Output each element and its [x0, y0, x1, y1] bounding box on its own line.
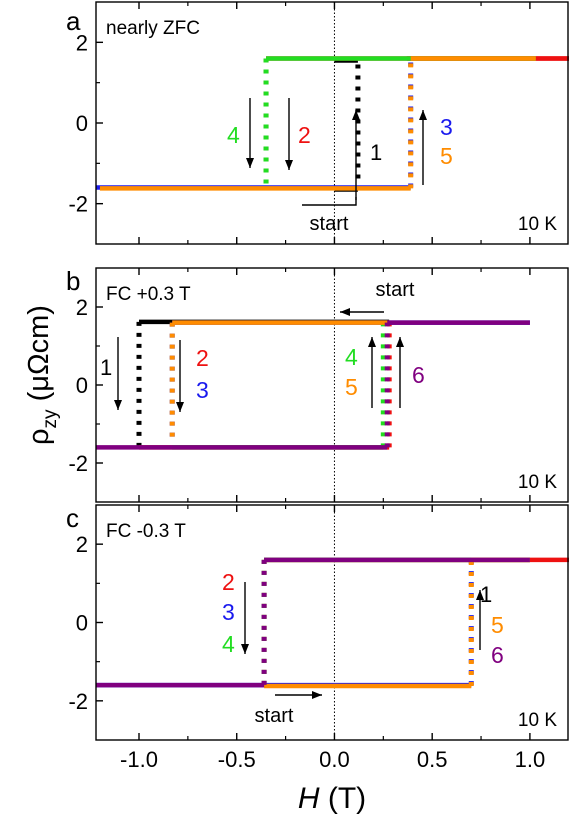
start-arrow [275, 691, 322, 699]
sweep-direction-arrow [476, 590, 484, 650]
sweep-direction-arrow-head [368, 337, 376, 347]
sweep-number-label: 6 [412, 362, 425, 388]
y-axis-label-subscript: zy [40, 409, 61, 429]
temperature-label: 10 K [518, 710, 557, 731]
annotations: start 1 2 3 4 5 6 [222, 569, 504, 727]
y-tick-label: 0 [76, 373, 88, 398]
panel-letter: a [66, 6, 81, 36]
sweep-number-label: 4 [227, 122, 240, 148]
annotations: start 1 2 3 4 5 6 [100, 279, 425, 412]
panel-letter: c [66, 503, 79, 533]
sweep-direction-arrow [176, 340, 184, 412]
sweep-number-label: 1 [100, 355, 112, 380]
start-arrow-head [340, 308, 350, 316]
sweep-number-label: 6 [491, 642, 504, 668]
sweep-number-label: 4 [345, 344, 358, 370]
sweep-direction-arrow-head [241, 644, 249, 654]
start-bracket [302, 197, 357, 206]
series-group [96, 56, 569, 192]
sweep-number-label: 5 [491, 612, 504, 638]
sweep-direction-arrow-head [246, 158, 254, 168]
sweep-direction-arrow [419, 110, 427, 185]
panel-letter: b [66, 266, 80, 296]
sweep-number-label: 3 [440, 114, 453, 140]
y-tick-label: -2 [68, 689, 88, 714]
y-tick-label: 2 [76, 295, 88, 320]
sweep-direction-arrow-head [176, 402, 184, 412]
temperature-label: 10 K [518, 472, 557, 493]
sweep-number-label: 1 [370, 140, 382, 165]
sweep-number-label: 4 [222, 631, 235, 657]
start-label: start [376, 279, 415, 301]
series-group [96, 319, 530, 450]
sweep-direction-arrow-head [396, 337, 404, 347]
y-tick-label: 2 [76, 30, 88, 55]
x-tick-label: -0.5 [218, 747, 256, 772]
sweep-direction-arrow-head [285, 160, 293, 170]
sweep-direction-arrow [114, 337, 122, 410]
y-tick-label: 0 [76, 611, 88, 636]
start-label: start [255, 705, 294, 727]
start-label: start [310, 213, 349, 235]
sweep-number-label: 5 [440, 143, 453, 169]
y-axis-label-symbol: ρ [23, 428, 55, 445]
sweep-direction-arrow [352, 110, 360, 200]
sweep-direction-arrow [246, 98, 254, 168]
sweep-number-label: 2 [298, 122, 311, 148]
sweep-number-label: 3 [222, 599, 235, 625]
sweep-direction-arrow [368, 337, 376, 408]
axis-titles: ρzy (μΩcm) H (T) [23, 305, 366, 815]
sweep-direction-arrow [285, 98, 293, 170]
panel-title: FC +0.3 T [106, 284, 191, 305]
x-tick-label: -1.0 [120, 747, 158, 772]
panel-title: nearly ZFC [106, 18, 200, 39]
x-tick-label: 0.5 [417, 747, 448, 772]
sweep-number-label: 3 [196, 377, 209, 403]
start-arrow [340, 308, 384, 316]
y-tick-label: 0 [76, 111, 88, 136]
temperature-label: 10 K [518, 214, 557, 235]
sweep-direction-arrow-head [476, 590, 484, 600]
panel-title: FC -0.3 T [106, 521, 186, 542]
y-axis-label-units: (μΩcm) [23, 305, 55, 409]
sweep-number-label: 2 [196, 345, 209, 371]
sweep-direction-arrow [396, 337, 404, 408]
sweep-number-label: 2 [222, 569, 235, 595]
x-axis-label: H (T) [298, 782, 366, 815]
y-axis-label: ρzy (μΩcm) [23, 305, 61, 445]
series-group [96, 557, 569, 689]
sweep-direction-arrow-head [419, 110, 427, 120]
y-tick-label: 2 [76, 532, 88, 557]
y-tick-label: -2 [68, 451, 88, 476]
sweep-number-label: 5 [345, 374, 358, 400]
sweep-direction-arrow [241, 582, 249, 654]
sweep-number-label: 1 [480, 582, 492, 607]
x-tick-label: 1.0 [515, 747, 546, 772]
y-tick-label: -2 [68, 192, 88, 217]
x-axis-label-variable: H [298, 782, 320, 815]
sweep-direction-arrow-head [352, 110, 360, 120]
x-axis-label-units: (T) [320, 782, 367, 815]
annotations: start 1 2 3 4 5 [227, 98, 453, 235]
x-tick-label: 0.0 [319, 747, 350, 772]
sweep-direction-arrow-head [114, 400, 122, 410]
start-arrow-head [312, 691, 322, 699]
